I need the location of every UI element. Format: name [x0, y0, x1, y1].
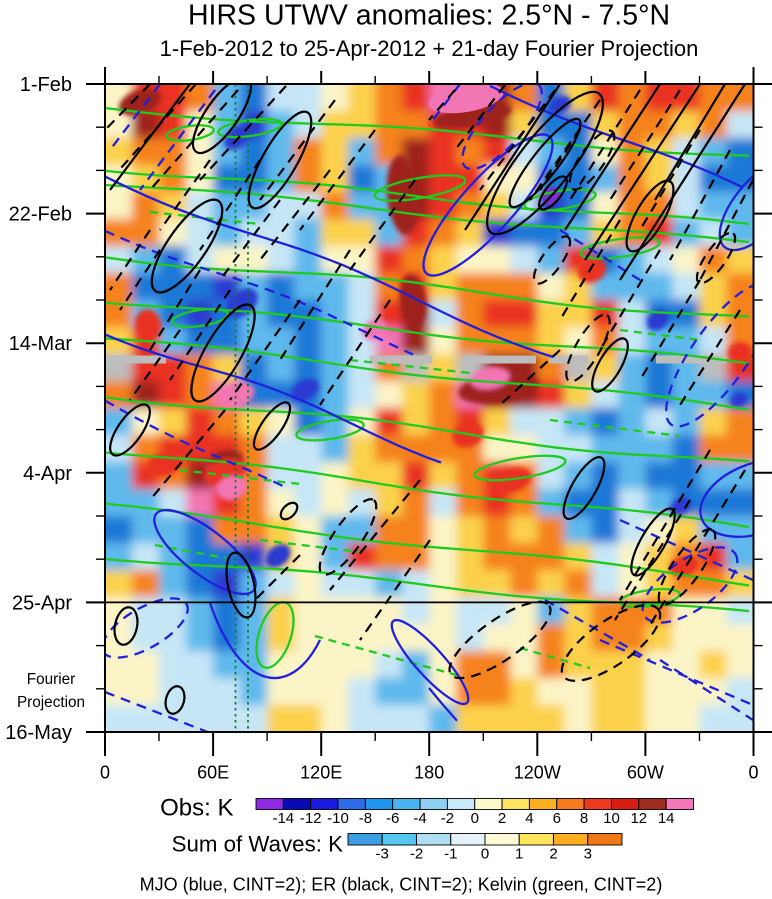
svg-text:22-Feb: 22-Feb	[9, 204, 72, 226]
svg-text:-4: -4	[413, 810, 426, 827]
svg-text:180: 180	[414, 763, 444, 783]
svg-text:60E: 60E	[197, 763, 229, 783]
svg-text:-2: -2	[441, 810, 454, 827]
svg-text:-10: -10	[327, 810, 349, 827]
svg-text:3: 3	[584, 846, 592, 863]
svg-text:0: 0	[748, 763, 758, 783]
svg-text:0: 0	[100, 763, 110, 783]
svg-text:Projection: Projection	[17, 694, 85, 711]
svg-text:2: 2	[549, 846, 557, 863]
svg-text:-1: -1	[444, 846, 457, 863]
svg-text:14: 14	[658, 810, 675, 827]
svg-text:60W: 60W	[627, 763, 664, 783]
svg-text:25-Apr: 25-Apr	[12, 592, 72, 614]
svg-text:2: 2	[498, 810, 506, 827]
svg-text:6: 6	[553, 810, 561, 827]
svg-text:HIRS UTWV anomalies: 2.5°N - 7: HIRS UTWV anomalies: 2.5°N - 7.5°N	[188, 0, 670, 32]
svg-text:-3: -3	[376, 846, 389, 863]
svg-text:-8: -8	[359, 810, 372, 827]
svg-text:0: 0	[471, 810, 479, 827]
svg-text:1-Feb-2012 to 25-Apr-2012 + 21: 1-Feb-2012 to 25-Apr-2012 + 21-day Fouri…	[160, 36, 699, 61]
svg-text:16-May: 16-May	[5, 722, 72, 744]
svg-text:1: 1	[515, 846, 523, 863]
svg-text:4: 4	[525, 810, 533, 827]
svg-text:4-Apr: 4-Apr	[23, 463, 72, 485]
svg-text:-12: -12	[300, 810, 322, 827]
svg-text:120E: 120E	[300, 763, 342, 783]
svg-text:MJO (blue, CINT=2); ER (black,: MJO (blue, CINT=2); ER (black, CINT=2); …	[140, 875, 663, 895]
svg-text:10: 10	[603, 810, 620, 827]
svg-text:8: 8	[580, 810, 588, 827]
svg-text:14-Mar: 14-Mar	[9, 333, 73, 355]
svg-text:Fourier: Fourier	[27, 671, 75, 688]
svg-text:-14: -14	[272, 810, 294, 827]
svg-text:-2: -2	[410, 846, 423, 863]
svg-text:12: 12	[630, 810, 647, 827]
svg-text:Obs: K: Obs: K	[160, 795, 233, 822]
svg-text:120W: 120W	[514, 763, 561, 783]
svg-text:-6: -6	[386, 810, 399, 827]
svg-text:Sum of Waves: K: Sum of Waves: K	[172, 832, 344, 857]
svg-text:1-Feb: 1-Feb	[20, 74, 72, 96]
svg-text:0: 0	[481, 846, 489, 863]
